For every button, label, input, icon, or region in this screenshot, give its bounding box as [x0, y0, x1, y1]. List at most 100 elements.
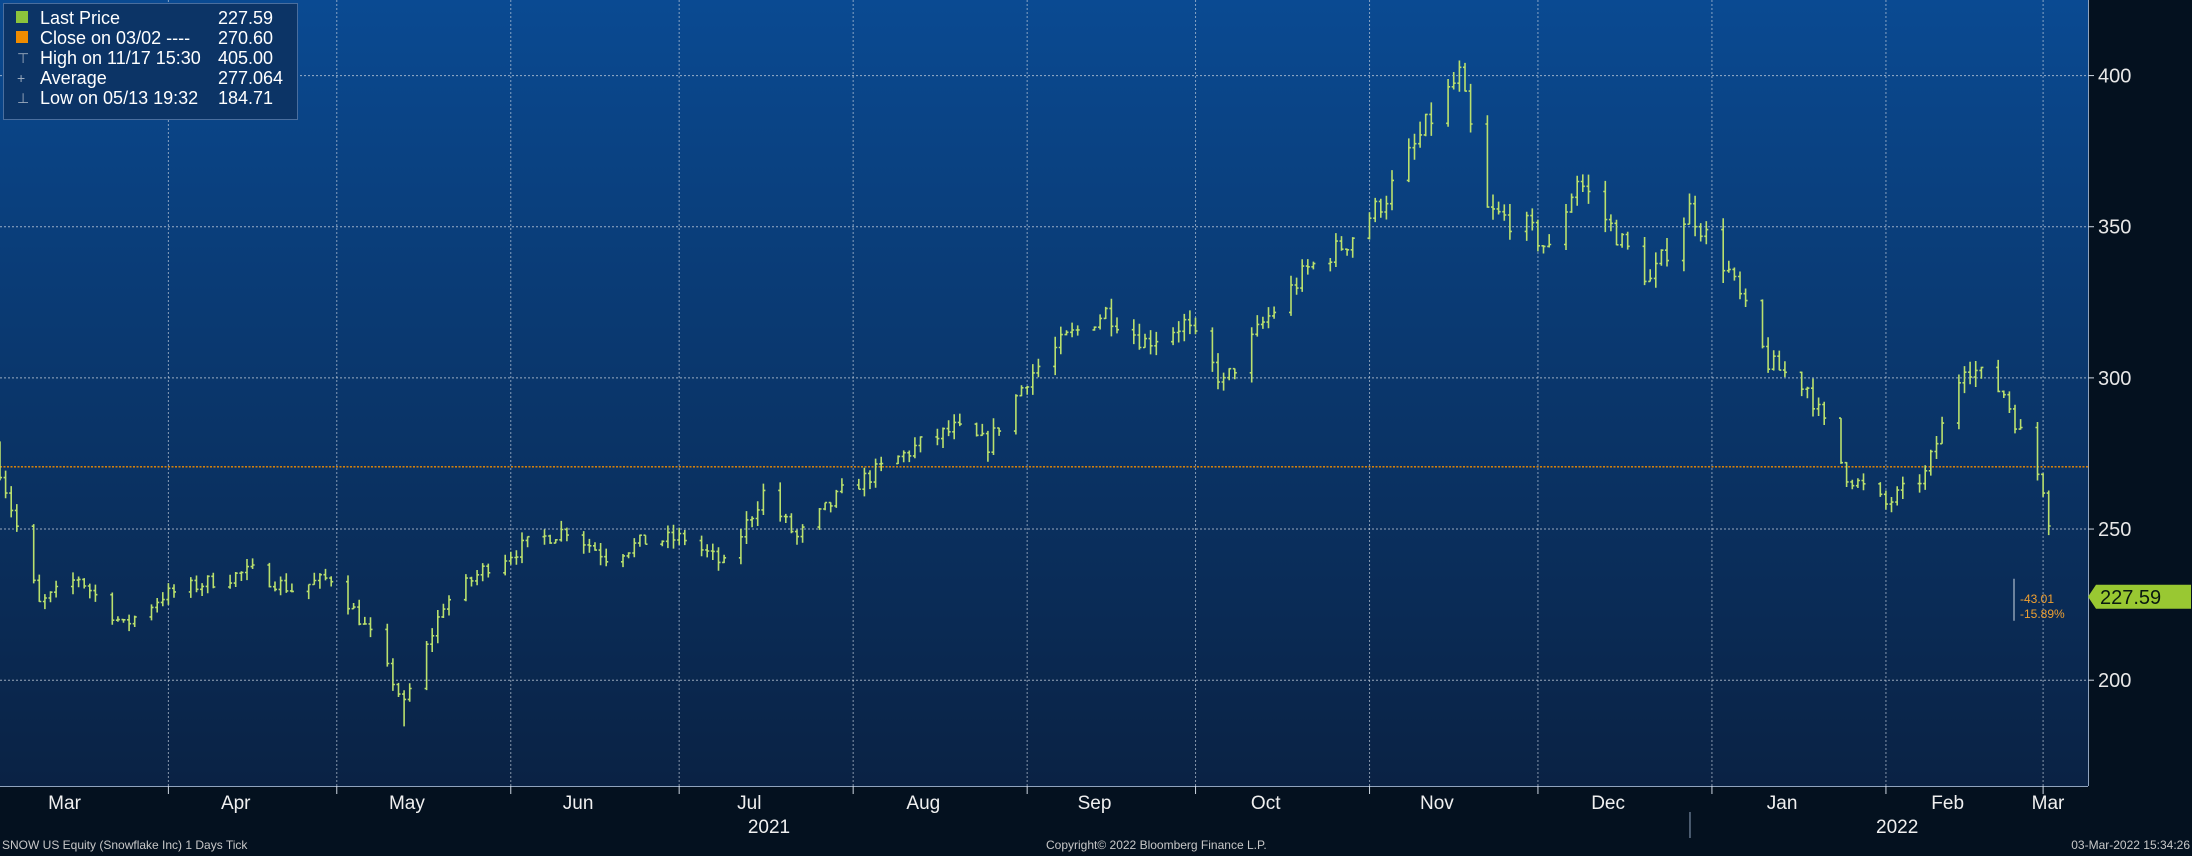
price-bar — [1962, 366, 1967, 394]
price-bar — [508, 551, 513, 565]
price-bar — [441, 603, 446, 618]
price-bar — [2041, 473, 2046, 497]
price-bar — [284, 573, 289, 593]
price-bar — [267, 562, 272, 588]
price-bar — [1665, 238, 1669, 267]
price-bar — [463, 574, 468, 602]
price-bar — [1070, 322, 1075, 338]
price-bar — [1109, 298, 1114, 337]
price-bar — [755, 501, 760, 526]
price-change-pct-label: -15.89% — [2020, 607, 2065, 621]
price-bar — [778, 482, 783, 522]
price-bar — [1771, 350, 1776, 371]
price-bar — [1687, 193, 1692, 225]
price-bar — [542, 529, 547, 545]
price-bar — [912, 437, 917, 459]
price-bar — [1143, 333, 1147, 349]
price-bar — [357, 599, 362, 626]
last-price-tag — [2088, 584, 2191, 609]
price-bar — [1418, 121, 1423, 148]
year-label: 2022 — [1876, 817, 1918, 838]
price-bar — [1693, 195, 1698, 237]
y-tick-label: 400 — [2098, 66, 2131, 88]
price-bar — [132, 615, 137, 627]
price-bar — [1659, 249, 1664, 266]
price-bar — [868, 470, 872, 490]
price-bars — [0, 60, 2051, 727]
price-bar — [1429, 102, 1434, 136]
price-bar — [1738, 271, 1742, 300]
price-bar — [621, 554, 625, 568]
last-price-label: 227.59 — [2100, 587, 2161, 609]
price-bar — [1507, 204, 1512, 240]
price-bar — [1530, 208, 1535, 231]
price-bar — [407, 683, 412, 702]
price-bar — [1782, 361, 1787, 378]
price-bar — [1766, 337, 1771, 373]
year-label: 2021 — [748, 817, 790, 838]
price-bar — [1822, 401, 1827, 425]
price-bar — [37, 574, 42, 603]
price-bar — [1844, 461, 1849, 487]
price-bar — [1058, 326, 1063, 355]
price-bar — [1721, 218, 1726, 283]
price-bar — [1171, 327, 1176, 346]
y-tick-label: 300 — [2098, 368, 2131, 390]
price-bar — [1603, 180, 1608, 233]
price-bar — [312, 572, 317, 586]
average-marker-icon: + — [17, 70, 26, 86]
price-bar — [475, 570, 480, 586]
legend-value: 270.60 — [218, 28, 274, 48]
price-bar — [31, 524, 36, 584]
price-bar — [514, 550, 519, 565]
price-bar — [1137, 323, 1142, 350]
price-bar — [632, 538, 637, 558]
legend-label: Average — [40, 68, 107, 88]
price-bar — [110, 592, 115, 625]
price-bar — [469, 576, 474, 587]
price-bar — [329, 576, 334, 587]
price-bar — [362, 616, 367, 625]
price-bar — [1182, 313, 1187, 342]
price-bar — [1580, 174, 1585, 192]
legend-swatch-last-price — [16, 11, 28, 23]
low-marker-icon: ⊥ — [17, 90, 30, 106]
price-bar — [1378, 198, 1383, 218]
price-bar — [1457, 60, 1462, 92]
price-bar — [1928, 449, 1933, 476]
price-bar — [76, 576, 81, 588]
chart-legend: Last Price 227.59 Close on 03/02 ---- 27… — [3, 3, 298, 120]
price-bar — [346, 575, 350, 615]
price-bar — [1569, 193, 1574, 213]
price-bar — [1064, 330, 1069, 336]
price-bar — [1524, 211, 1529, 241]
price-bar — [385, 623, 390, 667]
price-bar — [1861, 473, 1866, 491]
price-bar — [783, 513, 788, 523]
price-bar — [1384, 195, 1389, 220]
price-bar — [1294, 277, 1299, 295]
price-bar — [273, 581, 277, 592]
price-bar — [643, 534, 648, 545]
price-bar — [1255, 315, 1260, 337]
legend-label: Low on 05/13 19:32 — [40, 88, 199, 108]
price-bar — [87, 583, 92, 599]
price-bar — [1232, 367, 1237, 380]
x-tick-label: Apr — [221, 793, 251, 814]
price-bar — [1390, 170, 1394, 211]
price-bar — [817, 508, 822, 530]
price-bar — [1923, 465, 1928, 490]
price-bar — [1968, 361, 1973, 385]
price-bar — [2018, 419, 2023, 430]
price-bar — [665, 525, 670, 549]
price-bar — [1289, 275, 1293, 316]
legend-value: 227.59 — [218, 8, 274, 28]
price-bar — [587, 538, 592, 553]
price-change-label: -43.01 — [2020, 592, 2054, 606]
price-bar — [447, 595, 451, 616]
price-bar — [722, 554, 727, 564]
price-bar — [1608, 214, 1613, 232]
x-tick-label: Feb — [1931, 793, 1964, 814]
price-bar — [1979, 366, 1984, 379]
